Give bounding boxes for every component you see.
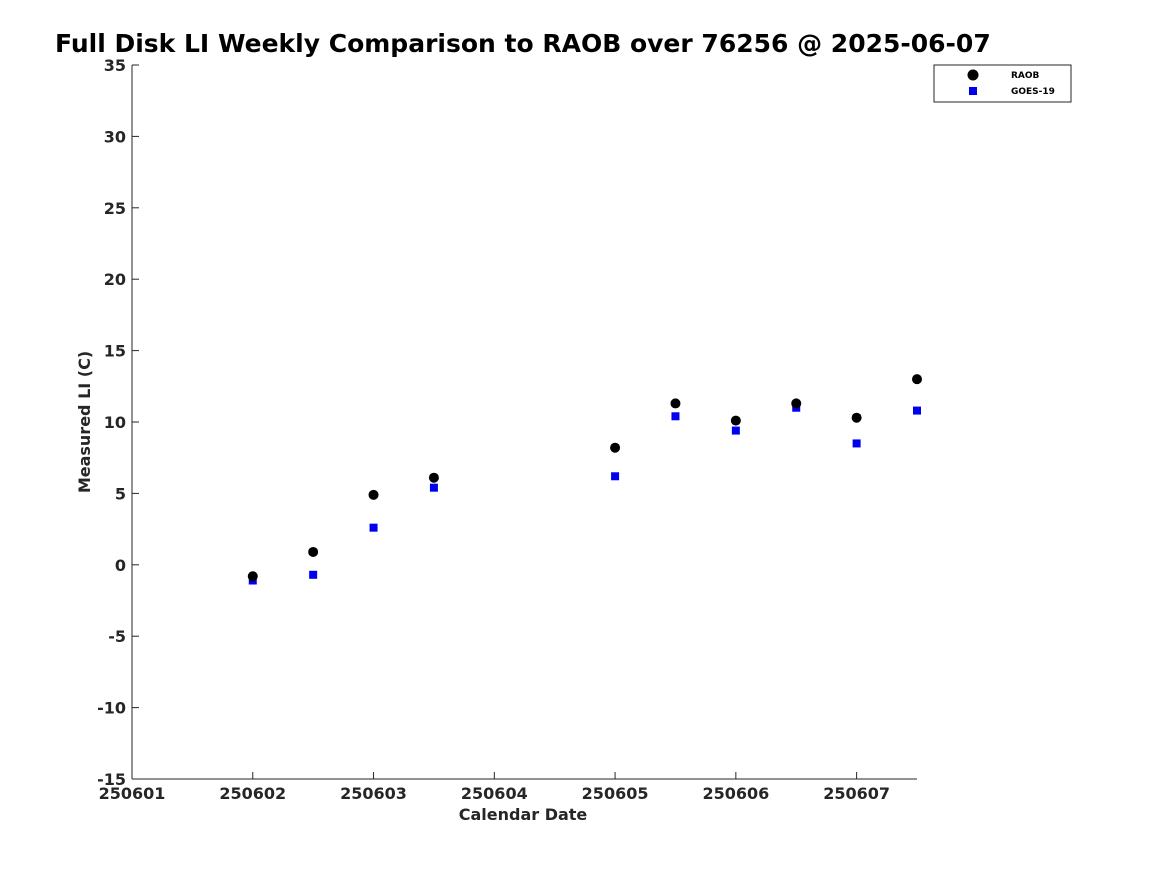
legend-marker-raob (967, 69, 979, 81)
y-tick-label: 30 (104, 127, 126, 146)
point-goes-19-1 (309, 570, 318, 579)
point-goes-19-5 (671, 412, 680, 421)
y-axis-label: Measured LI (C) (75, 351, 94, 493)
y-tick-label: 5 (115, 484, 126, 503)
data-points (247, 374, 922, 585)
point-goes-19-8 (852, 439, 861, 448)
y-tick-label: -5 (108, 627, 126, 646)
legend-label-goes: GOES-19 (1011, 87, 1055, 97)
point-raob-8 (851, 412, 862, 423)
legend-label-raob: RAOB (1011, 71, 1040, 81)
legend-marker-goes (969, 87, 977, 95)
legend-box (933, 64, 1072, 103)
x-tick-label: 250607 (823, 784, 890, 803)
y-tick-label: 25 (104, 199, 126, 218)
x-tick-label: 250606 (702, 784, 769, 803)
point-raob-2 (368, 489, 379, 500)
y-tick-label: -15 (97, 770, 126, 789)
point-raob-4 (610, 442, 621, 453)
plot-area (131, 65, 917, 780)
point-raob-5 (670, 398, 681, 409)
legend: RAOB GOES-19 (933, 64, 1072, 103)
point-goes-19-9 (913, 406, 921, 415)
y-tick-label: 15 (104, 342, 126, 361)
x-tick-label: 250601 (99, 784, 166, 803)
x-axis-ticks: 250601 250602 250603 250604 250605 250606 2506… (99, 772, 890, 803)
y-tick-label: -10 (97, 699, 126, 718)
point-goes-19-3 (429, 483, 438, 492)
y-axis-ticks: -15 -10 -5 0 5 10 15 20 25 30 35 (97, 56, 139, 789)
point-raob-6 (730, 415, 741, 426)
y-tick-label: 10 (104, 413, 126, 432)
x-axis-label: Calendar Date (459, 805, 588, 824)
x-tick-label: 250604 (461, 784, 528, 803)
y-tick-label: 0 (115, 556, 126, 575)
x-tick-label: 250605 (582, 784, 649, 803)
y-tick-label: 35 (104, 56, 126, 75)
y-tick-label: 20 (104, 270, 126, 289)
chart-title: Full Disk LI Weekly Comparison to RAOB o… (55, 29, 991, 58)
x-tick-label: 250602 (219, 784, 286, 803)
x-tick-label: 250603 (340, 784, 407, 803)
point-raob-7 (791, 398, 802, 409)
point-raob-3 (428, 472, 439, 483)
point-goes-19-4 (611, 472, 620, 481)
point-goes-19-2 (369, 523, 378, 532)
point-raob-0 (247, 571, 258, 582)
point-raob-1 (308, 546, 319, 557)
point-raob-9 (912, 374, 922, 385)
point-goes-19-6 (731, 426, 740, 435)
